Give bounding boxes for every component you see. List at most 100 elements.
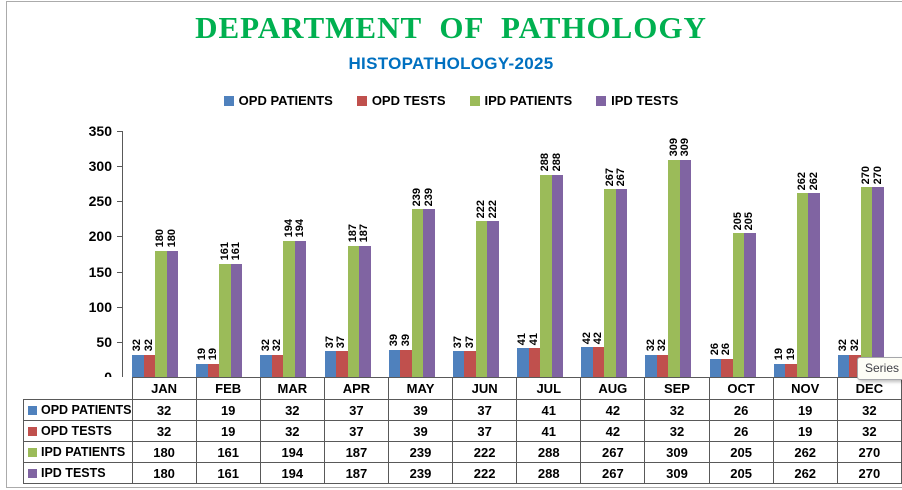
bar-ipd-patients-jan[interactable] (155, 250, 167, 377)
value-cell-ipd-tests-nov: 262 (772, 462, 838, 484)
bar-opd-patients-mar[interactable] (260, 354, 272, 377)
bar-opd-tests-aug[interactable] (592, 347, 605, 377)
bar-ipd-tests-may[interactable] (423, 209, 435, 377)
bar-opd-tests-jun[interactable] (464, 351, 476, 377)
bar-opd-patients-sep[interactable] (645, 354, 657, 377)
bar-opd-tests-sep[interactable] (656, 354, 669, 377)
bar-ipd-patients-nov[interactable] (796, 192, 809, 377)
bar-opd-patients-feb[interactable] (196, 363, 208, 377)
month-header-cell-jul: JUL (516, 377, 582, 400)
chart-subtitle[interactable]: HISTOPATHOLOGY-2025 (348, 54, 554, 73)
value-cell-ipd-tests-jan: 180 (131, 462, 197, 484)
bar-ipd-patients-sep[interactable] (668, 159, 680, 377)
value-cell-ipd-tests-oct: 205 (708, 462, 774, 484)
bar-opd-tests-nov[interactable] (785, 363, 797, 377)
bar-ipd-patients-feb[interactable] (219, 263, 231, 377)
bar-ipd-tests-mar[interactable] (294, 240, 307, 377)
value-cell-opd-patients-feb: 19 (195, 399, 261, 421)
value-cell-opd-tests-jul: 41 (516, 420, 582, 442)
bar-opd-patients-aug[interactable] (581, 347, 593, 377)
bar-ipd-patients-aug[interactable] (604, 189, 616, 377)
row-header-label: IPD TESTS (41, 466, 106, 480)
bar-ipd-tests-feb[interactable] (230, 263, 243, 377)
y-axis-tick-label: 200 (88, 228, 112, 245)
value-cell-ipd-tests-apr: 187 (323, 462, 389, 484)
bar-data-label: 32 (656, 339, 669, 352)
table-row-opd-patients: OPD PATIENTS 32 19 32 37 39 37 41 42 32 26 19 32 (23, 399, 902, 421)
bar-ipd-patients-dec[interactable] (860, 187, 873, 377)
plot-area[interactable]: 32 32 180 180 19 19 161 161 32 32 194 194 37 37 187 187… (123, 131, 893, 377)
value-cell-opd-tests-oct: 26 (708, 420, 774, 442)
legend-item-opd-patients[interactable]: OPD PATIENTS (223, 93, 333, 108)
bar-opd-patients-dec[interactable] (837, 354, 850, 377)
bar-ipd-patients-apr[interactable] (347, 245, 360, 377)
bar-opd-patients-jan[interactable] (132, 354, 144, 377)
bar-opd-patients-nov[interactable] (773, 363, 786, 377)
bar-opd-tests-feb[interactable] (207, 363, 220, 377)
bar-ipd-tests-nov[interactable] (808, 192, 820, 377)
bar-data-label: 32 (848, 339, 861, 352)
bar-opd-tests-jul[interactable] (528, 348, 541, 377)
bar-opd-patients-may[interactable] (388, 349, 401, 377)
bar-ipd-patients-may[interactable] (411, 209, 424, 377)
bar-data-label: 32 (837, 339, 850, 352)
bar-opd-tests-jan[interactable] (143, 354, 156, 377)
bar-data-label: 270 (871, 165, 884, 185)
bar-opd-patients-apr[interactable] (324, 351, 337, 377)
bar-ipd-tests-jan[interactable] (166, 250, 179, 377)
bar-data-label: 180 (165, 229, 178, 248)
bar-ipd-tests-sep[interactable] (679, 159, 692, 377)
bar-ipd-patients-jun[interactable] (475, 220, 488, 377)
bar-ipd-tests-apr[interactable] (359, 245, 371, 377)
value-cell-opd-patients-mar: 32 (259, 399, 325, 421)
legend-item-ipd-patients[interactable]: IPD PATIENTS (469, 93, 573, 108)
bar-ipd-tests-dec[interactable] (872, 187, 884, 377)
y-axis-tick-mark (117, 306, 123, 308)
bar-ipd-tests-oct[interactable] (744, 232, 756, 377)
bar-ipd-tests-jul[interactable] (551, 174, 564, 377)
bar-ipd-patients-mar[interactable] (283, 240, 295, 377)
bar-data-label: 267 (615, 167, 627, 187)
month-header-cell-apr: APR (323, 377, 389, 400)
chart-title[interactable]: DEPARTMENT OF PATHOLOGY (195, 10, 707, 45)
bar-opd-patients-jun[interactable] (452, 351, 465, 377)
y-axis-tick-mark (117, 236, 123, 238)
bar-ipd-tests-jun[interactable] (487, 220, 499, 377)
bar-opd-tests-mar[interactable] (271, 354, 284, 377)
y-axis-tick-mark (117, 341, 123, 343)
legend-item-label: OPD TESTS (371, 93, 446, 108)
month-header-cell-feb: FEB (195, 377, 261, 400)
bar-data-label: 32 (644, 339, 657, 352)
month-header-cell-oct: OCT (708, 377, 774, 400)
value-cell-opd-patients-sep: 32 (644, 399, 710, 421)
bar-data-label: 41 (516, 332, 529, 346)
bar-data-label: 37 (452, 335, 465, 348)
bar-data-label: 41 (527, 332, 540, 346)
bar-opd-patients-oct[interactable] (709, 358, 722, 377)
value-cell-ipd-patients-may: 239 (387, 441, 454, 463)
bar-data-label: 32 (271, 339, 284, 352)
legend-item-label: IPD PATIENTS (484, 93, 573, 108)
bar-opd-tests-may[interactable] (400, 349, 412, 377)
row-header-cell-ipd-patients: IPD PATIENTS (23, 441, 133, 463)
bar-opd-patients-jul[interactable] (517, 348, 529, 377)
bar-ipd-patients-oct[interactable] (732, 232, 745, 377)
bar-opd-tests-apr[interactable] (336, 351, 348, 377)
legend-key-icon (28, 427, 37, 436)
y-axis-tick-label: 350 (88, 123, 112, 139)
legend-item-opd-tests[interactable]: OPD TESTS (356, 93, 446, 108)
bar-opd-tests-oct[interactable] (721, 358, 733, 377)
row-header-label: IPD PATIENTS (41, 445, 126, 459)
legend-item-ipd-tests[interactable]: IPD TESTS (596, 93, 678, 108)
bar-data-label: 19 (207, 348, 219, 361)
bar-ipd-tests-aug[interactable] (615, 189, 628, 377)
bar-ipd-patients-jul[interactable] (540, 174, 552, 377)
value-cell-ipd-tests-aug: 267 (580, 462, 646, 484)
bar-data-label: 288 (550, 153, 563, 172)
value-cell-opd-patients-oct: 26 (708, 399, 774, 421)
y-axis-tick-mark (117, 201, 123, 203)
bar-data-label: 37 (335, 335, 348, 348)
value-cell-opd-patients-jun: 37 (452, 399, 518, 421)
bar-opd-tests-dec[interactable] (849, 354, 861, 377)
value-cell-opd-patients-jul: 41 (516, 399, 582, 421)
